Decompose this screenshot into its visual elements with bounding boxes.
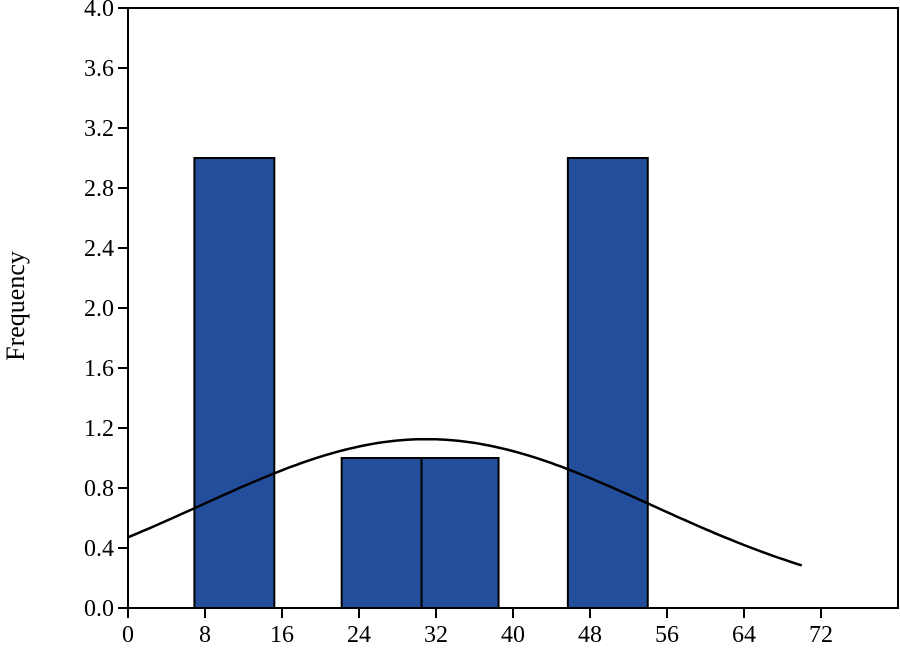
x-tick-label: 72	[809, 622, 833, 648]
y-tick-label: 0.0	[84, 596, 114, 622]
x-axis: 0 8 16 24 32 40 48 56 64 72	[122, 608, 833, 648]
y-tick-label: 4.0	[84, 0, 114, 22]
y-tick-label: 2.0	[84, 296, 114, 322]
y-tick-label: 1.2	[84, 416, 114, 442]
y-tick-label: 0.8	[84, 476, 114, 502]
x-tick-label: 56	[655, 622, 679, 648]
histogram-bar-4	[566, 157, 649, 609]
histogram-bars	[193, 157, 649, 609]
x-tick-label: 24	[347, 622, 371, 648]
y-tick-label: 0.4	[84, 536, 114, 562]
x-tick-label: 48	[578, 622, 602, 648]
y-tick-label: 3.6	[84, 56, 114, 82]
y-tick-label: 2.4	[84, 236, 114, 262]
y-tick-label: 1.6	[84, 356, 114, 382]
histogram-bar-2	[340, 457, 423, 609]
histogram-bar-3	[420, 457, 500, 609]
y-tick-label: 2.8	[84, 176, 114, 202]
x-tick-label: 8	[199, 622, 211, 648]
y-tick-label: 3.2	[84, 116, 114, 142]
x-tick-label: 16	[270, 622, 294, 648]
x-tick-label: 0	[122, 622, 134, 648]
normal-curve	[127, 437, 803, 567]
y-axis: 0.0 0.4 0.8 1.2 1.6 2.0 2.4 2.8 3.2 3.6 4.0	[84, 0, 128, 622]
histogram-bar-1	[193, 157, 276, 609]
x-tick-label: 40	[501, 622, 525, 648]
normal-curve-layer	[127, 437, 803, 567]
x-tick-label: 32	[424, 622, 448, 648]
x-tick-label: 64	[732, 622, 756, 648]
y-axis-label: Frequency	[1, 251, 30, 361]
